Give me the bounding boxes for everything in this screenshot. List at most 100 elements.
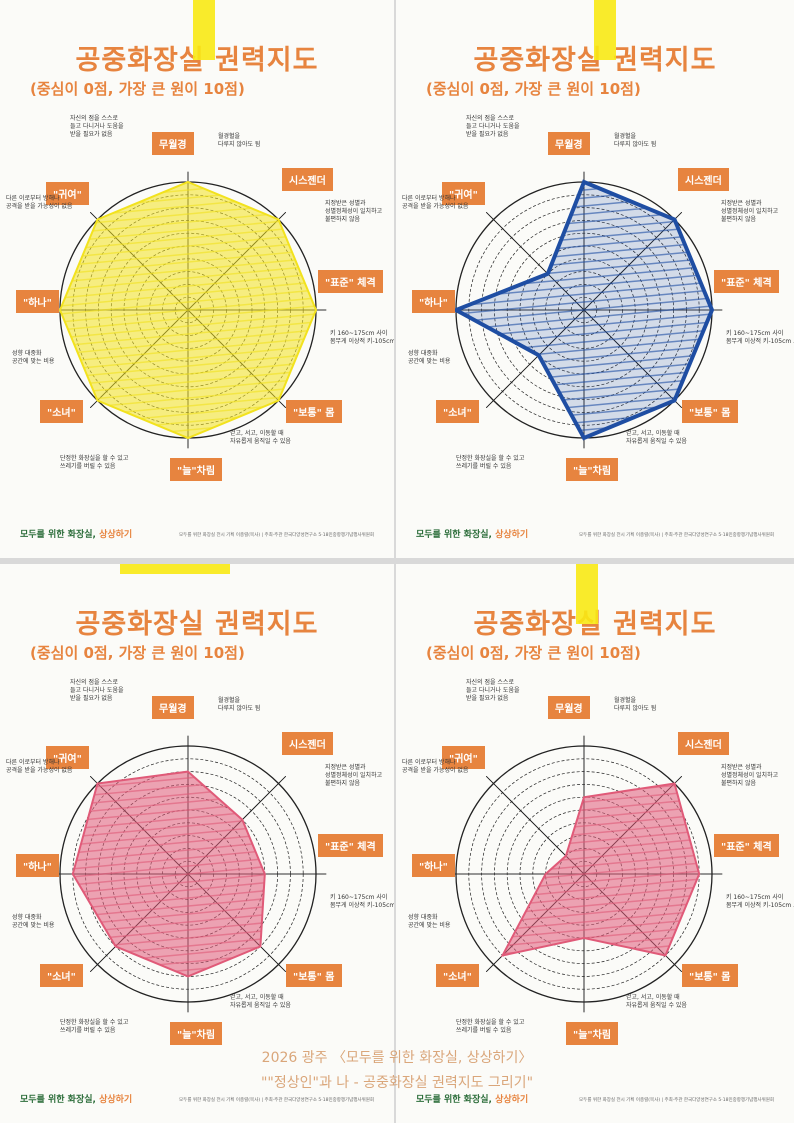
axis-note: 걷고, 서고, 이동할 때 자유롭게 움직일 수 있음	[230, 430, 291, 445]
radar-chart	[445, 171, 723, 449]
axis-badge: "소녀"	[436, 400, 479, 423]
hatch-line	[60, 217, 316, 243]
axis-badge: 무월경	[548, 696, 590, 719]
footer-brand: 모두를 위한 화장실, 상상하기	[416, 1092, 528, 1105]
hatch-line	[502, 805, 700, 831]
hatch-line	[60, 265, 316, 291]
hatch-line	[456, 297, 712, 323]
axis-note: 다른 이로부터 방해나 공격을 받을 가능성이 없음	[6, 195, 73, 210]
axis-badge: "귀여"	[46, 182, 89, 205]
hatch-line	[60, 313, 316, 339]
radar-chart	[445, 735, 723, 1013]
axis-badge: "늘"차림	[566, 458, 619, 481]
hatch-line	[60, 273, 316, 299]
axis-badge: "하나"	[412, 290, 455, 313]
axis-badge: 시스젠더	[678, 732, 729, 755]
axis-note: 월경혈을 다루지 않아도 됨	[614, 133, 657, 148]
tape	[594, 0, 616, 60]
axis-badge: "늘"차림	[566, 1022, 619, 1045]
axis-badge: 시스젠더	[678, 168, 729, 191]
hatch-line	[72, 797, 265, 823]
axis-badge: "표준" 체격	[318, 834, 383, 857]
axis-badge: "소녀"	[40, 964, 83, 987]
hatch-line	[72, 771, 265, 791]
overlay-line1: 2026 광주 〈모두를 위한 화장실, 상상하기〉	[261, 1050, 533, 1066]
hatch-line	[60, 297, 316, 323]
axis-badge: "소녀"	[40, 400, 83, 423]
footer-brand-a: 모두를 위한 화장실,	[20, 1095, 100, 1105]
axis-note: 월경혈을 다루지 않아도 됨	[614, 697, 657, 712]
axis-note: 성향 대중화 공간에 맞는 비용	[408, 350, 451, 365]
hatch-line	[72, 845, 265, 871]
axis-badge: "하나"	[16, 854, 59, 877]
hatch-line	[72, 837, 265, 863]
hatch-line	[72, 853, 265, 879]
axis-badge: "소녀"	[436, 964, 479, 987]
hatch-line	[60, 305, 316, 331]
hatch-line	[456, 281, 712, 307]
hatch-line	[502, 837, 700, 863]
sheet-subtitle: (중심이 0점, 가장 큰 원이 10점)	[30, 644, 245, 662]
hatch-line	[60, 377, 316, 403]
hatch-line	[72, 805, 265, 831]
hatch-line	[72, 877, 265, 903]
axis-note: 키 160~175cm 사이 몸무게 이상적 키-105cm 보다 적음	[330, 330, 394, 345]
axis-badge: "보통" 몸	[682, 964, 738, 987]
hatch-line	[72, 829, 265, 855]
footer-brand-a: 모두를 위한 화장실,	[416, 530, 496, 540]
hatch-line	[502, 885, 700, 911]
hatch-line	[502, 845, 700, 871]
axis-note: 성향 대중화 공간에 맞는 비용	[12, 914, 55, 929]
tape	[576, 564, 598, 624]
axis-badge: "표준" 체격	[714, 270, 779, 293]
footer-brand-a: 모두를 위한 화장실,	[20, 530, 100, 540]
hatch-line	[502, 821, 700, 847]
hatch-line	[60, 329, 316, 355]
hatch-line	[60, 337, 316, 363]
axis-badge: "하나"	[16, 290, 59, 313]
axis-badge: "늘"차림	[170, 458, 223, 481]
hatch-line	[502, 909, 700, 935]
hatch-line	[72, 789, 265, 815]
hatch-line	[502, 901, 700, 927]
footer-brand-b: 상상하기	[495, 530, 529, 540]
hatch-line	[72, 861, 265, 887]
axis-badge: "귀여"	[442, 182, 485, 205]
hatch-line	[502, 925, 700, 951]
axis-badge: "보통" 몸	[682, 400, 738, 423]
axis-badge: "귀여"	[442, 746, 485, 769]
axis-note: 월경혈을 다루지 않아도 됨	[218, 697, 261, 712]
axis-note: 자신의 점을 스스로 들고 다니거나 도움을 받을 필요가 없음	[70, 679, 124, 702]
sheet-title: 공중화장실 권력지도	[75, 609, 319, 640]
footer-brand-b: 상상하기	[495, 1095, 529, 1105]
hatch-line	[502, 813, 700, 839]
hatch-line	[502, 893, 700, 919]
axis-note: 지정받은 성별과 성별정체성이 일치하고 불편하지 않음	[325, 764, 383, 787]
axis-note: 지정받은 성별과 성별정체성이 일치하고 불편하지 않음	[721, 200, 779, 223]
hatch-line	[502, 877, 700, 903]
hatch-line	[60, 257, 316, 283]
footer-credit: 모두를 위한 화장실 전시 기획 이충렬(목사) | 주최·주관 한국다양성연구…	[179, 533, 374, 538]
axis-note: 단정한 화장실을 할 수 있고 쓰레기를 버릴 수 있음	[60, 1019, 129, 1034]
hatch-line	[502, 861, 700, 887]
axis-note: 성향 대중화 공간에 맞는 비용	[12, 350, 55, 365]
axis-badge: 무월경	[152, 132, 194, 155]
footer-credit: 모두를 위한 화장실 전시 기획 이충렬(목사) | 주최·주관 한국다양성연구…	[579, 1098, 774, 1103]
hatch-line	[502, 797, 700, 823]
axis-note: 자신의 점을 스스로 들고 다니거나 도움을 받을 필요가 없음	[70, 115, 124, 138]
hatch-line	[60, 225, 316, 251]
footer-credit: 모두를 위한 화장실 전시 기획 이충렬(목사) | 주최·주관 한국다양성연구…	[179, 1098, 374, 1103]
overlay-line2: ""정상인"과 나 - 공중화장실 권력지도 그리기"	[260, 1075, 534, 1091]
tape	[120, 564, 230, 574]
axis-badge: 무월경	[548, 132, 590, 155]
axis-badge: "표준" 체격	[318, 270, 383, 293]
radar-chart	[49, 171, 327, 449]
axis-badge: 시스젠더	[282, 168, 333, 191]
axis-note: 단정한 화장실을 할 수 있고 쓰레기를 버릴 수 있음	[456, 455, 525, 470]
footer-brand-b: 상상하기	[99, 530, 133, 540]
map-sheet: 공중화장실 권력지도 (중심이 0점, 가장 큰 원이 10점) 무월경 시스젠더 "표…	[0, 564, 394, 1123]
axis-badge: "하나"	[412, 854, 455, 877]
axis-note: 성향 대중화 공간에 맞는 비용	[408, 914, 451, 929]
axis-note: 지정받은 성별과 성별정체성이 일치하고 불편하지 않음	[721, 764, 779, 787]
hatch-line	[60, 345, 316, 371]
